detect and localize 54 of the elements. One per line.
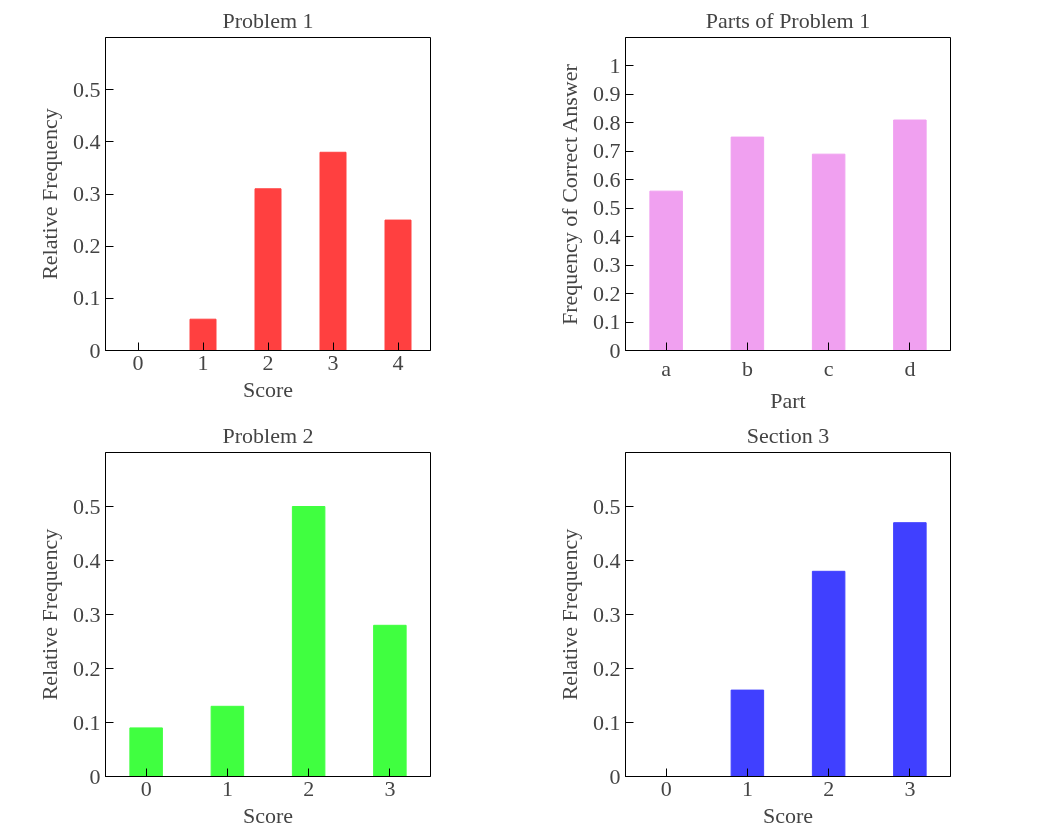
y-tick-label: 0.5 — [73, 76, 101, 102]
y-tick-label: 0.7 — [593, 138, 621, 164]
y-axis-title: Relative Frequency — [37, 108, 62, 280]
x-axis-title: Score — [242, 376, 294, 402]
chart-title: Section 3 — [746, 422, 830, 448]
x-axis-title: Score — [762, 802, 814, 828]
x-tick-label: 3 — [904, 775, 916, 801]
y-tick-label: 0.1 — [593, 309, 621, 335]
x-tick-label: 0 — [660, 775, 672, 801]
y-axis-title: Relative Frequency — [557, 528, 582, 701]
x-tick-label: c — [823, 355, 834, 381]
y-tick-label: 0.4 — [73, 547, 101, 573]
y-tick-label: 0.3 — [73, 181, 101, 206]
y-tick-label: 0.2 — [593, 280, 621, 306]
chart-title: Problem 2 — [222, 422, 314, 448]
y-tick-label: 0.5 — [593, 195, 621, 221]
x-tick-label: b — [741, 355, 753, 381]
x-tick-label: a — [661, 355, 672, 381]
y-tick-label: 0.9 — [593, 81, 621, 107]
y-tick-label: 0.3 — [593, 252, 621, 278]
x-tick-label: 3 — [384, 775, 396, 801]
x-tick-label: 4 — [392, 349, 404, 375]
x-tick-label: 0 — [140, 775, 152, 801]
chart-title: Parts of Problem 1 — [705, 7, 871, 33]
y-tick-label: 0.1 — [73, 709, 101, 735]
y-tick-label: 0.3 — [73, 601, 101, 627]
x-axis-title: Part — [770, 387, 806, 413]
y-tick-label: 0.4 — [593, 223, 621, 249]
y-tick-label: 0.4 — [73, 128, 101, 154]
x-tick-label: 2 — [262, 349, 274, 375]
y-tick-label: 1 — [609, 52, 621, 78]
y-axis-title: Frequency of Correct Answer — [557, 63, 582, 326]
y-tick-label: 0.5 — [593, 493, 621, 519]
y-tick-label: 0.1 — [73, 285, 101, 311]
x-tick-label: 1 — [197, 349, 209, 375]
y-tick-label: 0.2 — [73, 233, 101, 259]
y-tick-label: 0.3 — [593, 601, 621, 627]
y-tick-label: 0.6 — [593, 166, 621, 192]
y-tick-label: 0.8 — [593, 109, 621, 135]
x-tick-label: 0 — [132, 349, 144, 375]
x-tick-label: 2 — [823, 775, 835, 801]
x-tick-label: 2 — [303, 775, 315, 801]
y-tick-label: 0.5 — [73, 493, 101, 519]
chart-title: Problem 1 — [222, 7, 314, 33]
x-tick-label: 1 — [221, 775, 233, 801]
y-axis-title: Relative Frequency — [37, 528, 62, 701]
x-tick-label: 3 — [327, 349, 339, 375]
x-tick-label: 1 — [741, 775, 753, 801]
x-tick-label: d — [904, 355, 916, 381]
y-tick-label: 0.1 — [593, 709, 621, 735]
y-tick-label: 0.2 — [73, 655, 101, 681]
y-tick-label: 0.2 — [593, 655, 621, 681]
x-axis-title: Score — [242, 802, 294, 828]
y-tick-label: 0.4 — [593, 547, 621, 573]
